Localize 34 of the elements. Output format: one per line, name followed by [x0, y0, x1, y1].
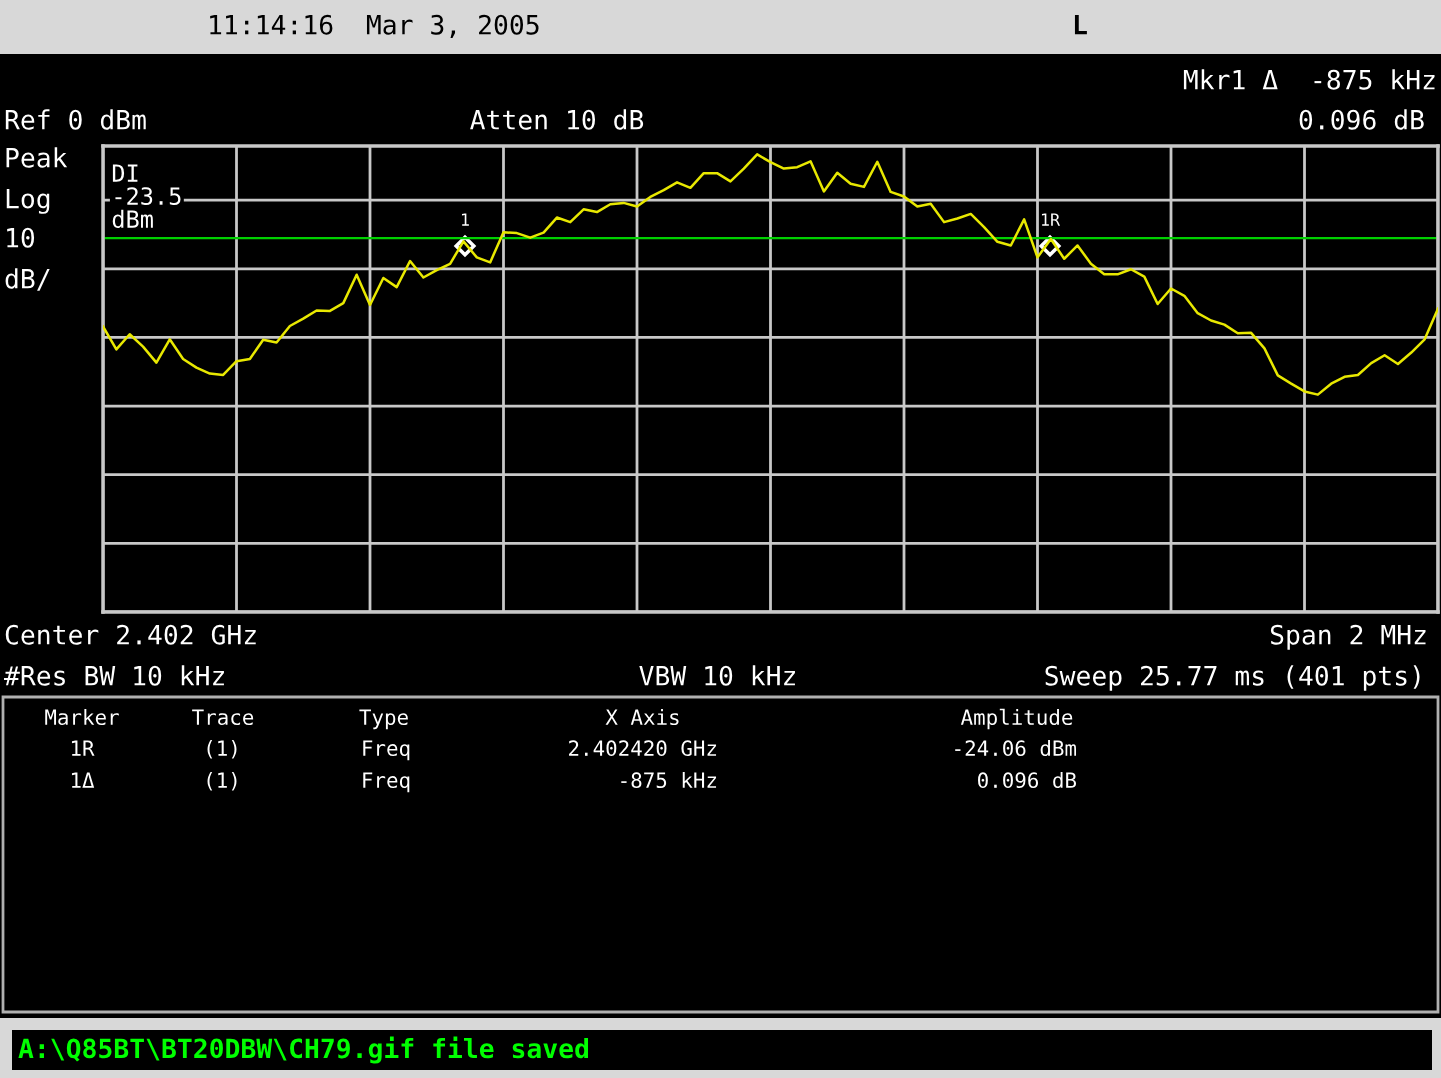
text: 2.402420 GHz [569, 740, 717, 757]
text: Center 2.402 GHz [5, 624, 256, 645]
text: 0.096 dB [1299, 109, 1424, 130]
text: dB/ [5, 268, 50, 291]
text: Log [6, 188, 50, 214]
text: 1Δ [71, 772, 95, 788]
text: Trace [192, 709, 254, 726]
text: -24.06 dBm [955, 739, 1077, 757]
text: Peak [6, 147, 68, 168]
annotation: 1R [1041, 213, 1061, 226]
text: #Res BW 10 kHz [4, 665, 224, 686]
text: Sweep 25.77 ms (401 pts) [1045, 665, 1420, 691]
annotation: 1 [461, 213, 469, 226]
chart-title: 11:14:16 Mar 3, 2005 [210, 14, 539, 39]
text: 0.096 dB [978, 771, 1077, 789]
text: A:\Q85BT\BT20DBW\CH79.gif file saved [18, 1036, 589, 1064]
text: Marker [45, 708, 119, 726]
text: (1) [207, 772, 237, 791]
text: Amplitude [960, 708, 1073, 730]
text: Mkr1 Δ -875 kHz [1183, 69, 1435, 90]
ref-line-label: DI -23.5 dBm [112, 164, 181, 229]
text: Ref 0 dBm [5, 109, 146, 130]
text: 1R [71, 740, 95, 756]
text: VBW 10 kHz [639, 665, 795, 686]
text: Type [359, 709, 408, 730]
text: 10 [7, 227, 35, 248]
text: Atten 10 dB [470, 109, 644, 130]
text: Span 2 MHz [1270, 624, 1426, 650]
text: X Axis [605, 708, 679, 726]
text: Freq [363, 740, 410, 761]
text: -875 kHz [621, 771, 717, 789]
text: (1) [207, 740, 237, 759]
text: L [1074, 15, 1087, 35]
text: Freq [363, 772, 410, 793]
